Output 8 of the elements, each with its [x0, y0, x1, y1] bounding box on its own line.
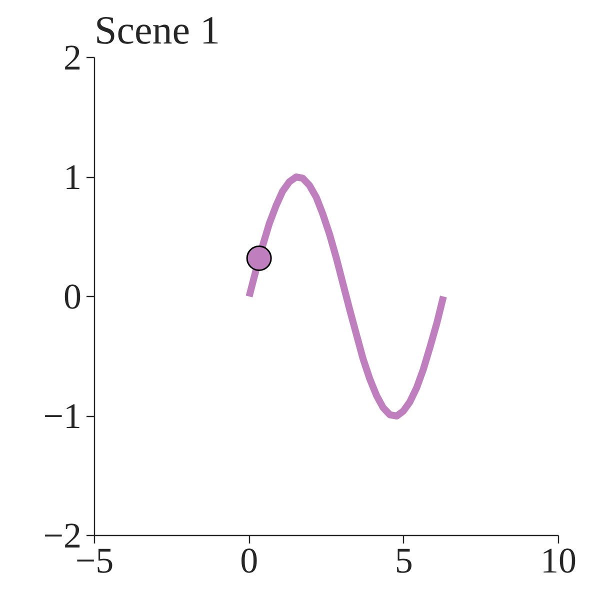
y-tick-label: −1	[43, 396, 82, 436]
x-tick-label: 10	[540, 540, 576, 580]
y-tick-label: 2	[64, 38, 82, 78]
y-tick-label: 0	[64, 276, 82, 316]
x-tick-label: 5	[394, 540, 413, 580]
x-tick-label: 0	[240, 540, 258, 580]
y-tick-label: 1	[64, 157, 82, 197]
chart-title: Scene 1	[94, 8, 220, 52]
